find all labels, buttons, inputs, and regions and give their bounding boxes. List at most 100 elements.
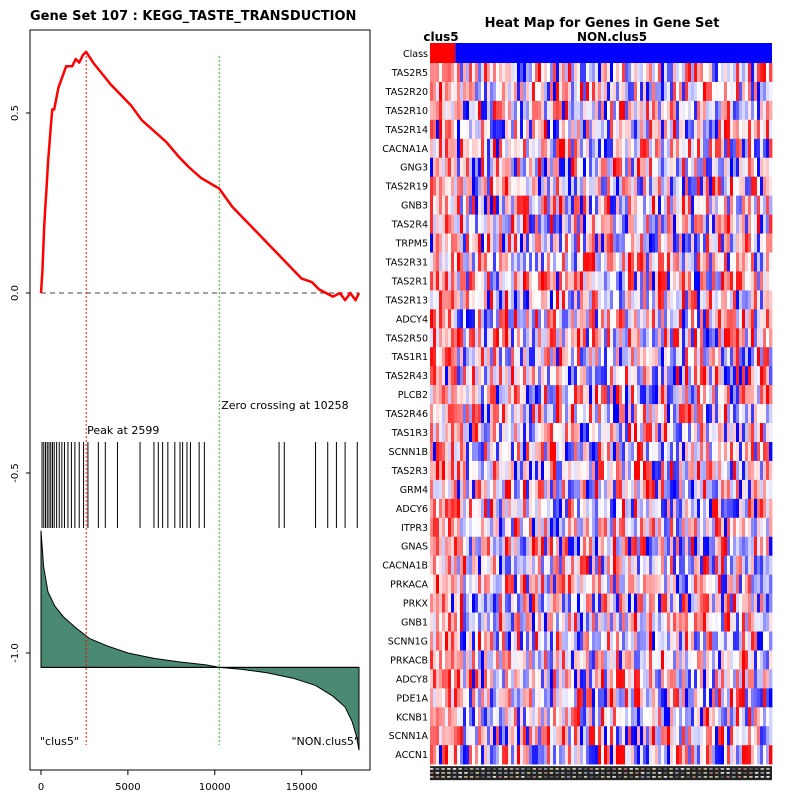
heatmap-cell xyxy=(490,498,494,519)
heatmap-cell xyxy=(748,290,752,310)
heatmap-cell xyxy=(727,612,731,632)
heatmap-cell xyxy=(613,214,617,234)
heatmap-cell xyxy=(487,81,491,102)
heatmap-cell xyxy=(547,233,551,253)
heatmap-cell xyxy=(445,214,449,234)
heatmap-cell xyxy=(529,252,533,272)
heatmap-cell xyxy=(676,157,680,177)
heatmap-cell xyxy=(574,252,578,272)
heatmap-cell xyxy=(520,195,524,215)
heatmap-cell xyxy=(613,176,617,196)
heatmap-cell xyxy=(580,290,584,310)
heatmap-cell xyxy=(586,404,590,424)
heatmap-cell xyxy=(562,688,566,708)
heatmap-cell xyxy=(748,442,752,462)
heatmap-cell xyxy=(697,669,701,689)
heatmap-cell xyxy=(595,517,599,538)
heatmap-cell xyxy=(754,479,758,500)
heatmap-cell xyxy=(715,119,719,140)
heatmap-cell xyxy=(532,347,536,367)
heatmap-cell xyxy=(751,612,755,632)
heatmap-cell xyxy=(700,707,704,727)
heatmap-cell xyxy=(568,385,572,405)
heatmap-cell xyxy=(763,707,767,727)
heatmap-cell xyxy=(574,442,578,462)
heatmap-cell xyxy=(520,404,524,424)
footer-mark xyxy=(697,772,702,774)
heatmap-cell xyxy=(493,423,497,443)
heatmap-cell xyxy=(607,536,611,556)
heatmap-cell xyxy=(577,176,581,196)
heatmap-cell xyxy=(601,498,605,519)
heatmap-cell xyxy=(748,271,752,291)
heatmap-cell xyxy=(694,195,698,215)
heatmap-cell xyxy=(430,81,434,102)
heatmap-cell xyxy=(763,593,767,613)
footer-mark xyxy=(766,776,770,778)
heatmap-cell xyxy=(769,404,773,424)
heatmap-cell xyxy=(463,176,467,196)
heatmap-cell xyxy=(430,669,434,689)
heatmap-cell xyxy=(730,157,734,177)
heatmap-cell xyxy=(670,290,674,310)
heatmap-cell xyxy=(673,612,677,632)
footer-mark xyxy=(555,768,559,770)
heatmap-cell xyxy=(628,631,632,651)
heatmap-cell xyxy=(634,555,638,575)
heatmap-cell xyxy=(460,442,464,462)
heatmap-cell xyxy=(520,157,524,177)
heatmap-cell xyxy=(523,195,527,215)
footer-mark xyxy=(652,776,656,778)
heatmap-cell xyxy=(550,233,554,253)
heatmap-cell xyxy=(667,214,671,234)
heatmap-cell xyxy=(634,195,638,215)
heatmap-cell xyxy=(685,745,689,765)
heatmap-cell xyxy=(757,271,761,291)
heatmap-cell xyxy=(766,176,770,196)
heatmap-cell xyxy=(442,366,446,386)
heatmap-cell xyxy=(457,404,461,424)
heatmap-cell xyxy=(673,309,677,329)
heatmap-row xyxy=(430,745,773,765)
heatmap-cell xyxy=(703,233,707,253)
heatmap-cell xyxy=(682,688,686,708)
heatmap-cell xyxy=(661,442,665,462)
heatmap-cell xyxy=(610,63,614,83)
heatmap-cell xyxy=(733,309,737,329)
heatmap-cell xyxy=(694,233,698,253)
heatmap-cell xyxy=(748,650,752,670)
heatmap-cell xyxy=(682,536,686,556)
heatmap-cell xyxy=(523,479,527,500)
heatmap-cell xyxy=(559,479,563,500)
heatmap-cell xyxy=(643,271,647,291)
heatmap-cell xyxy=(718,574,722,594)
heatmap-cell xyxy=(562,271,566,291)
heatmap-cell xyxy=(646,631,650,651)
heatmap-cell xyxy=(589,479,593,500)
heatmap-cell xyxy=(754,593,758,613)
heatmap-row xyxy=(430,328,773,348)
heatmap-cell xyxy=(613,442,617,462)
heatmap-cell xyxy=(484,745,488,765)
heatmap-cell xyxy=(511,517,515,538)
heatmap-cell xyxy=(697,404,701,424)
heatmap-cell xyxy=(445,631,449,651)
heatmap-cell xyxy=(514,442,518,462)
heatmap-cell xyxy=(496,63,500,83)
heatmap-cell xyxy=(688,63,692,83)
heatmap-cell xyxy=(679,745,683,765)
heatmap-cell xyxy=(631,593,635,613)
heatmap-cell xyxy=(646,271,650,291)
heatmap-cell xyxy=(718,517,722,538)
heatmap-cell xyxy=(463,195,467,215)
heatmap-cell xyxy=(460,423,464,443)
heatmap-cell xyxy=(547,309,551,329)
heatmap-cell xyxy=(541,669,545,689)
heatmap-cell xyxy=(640,81,644,102)
heatmap-cell xyxy=(769,745,773,765)
heatmap-cell xyxy=(505,309,509,329)
heatmap-cell xyxy=(595,423,599,443)
heatmap-cell xyxy=(604,498,608,519)
heatmap-cell xyxy=(439,479,443,500)
heatmap-cell xyxy=(556,63,560,83)
